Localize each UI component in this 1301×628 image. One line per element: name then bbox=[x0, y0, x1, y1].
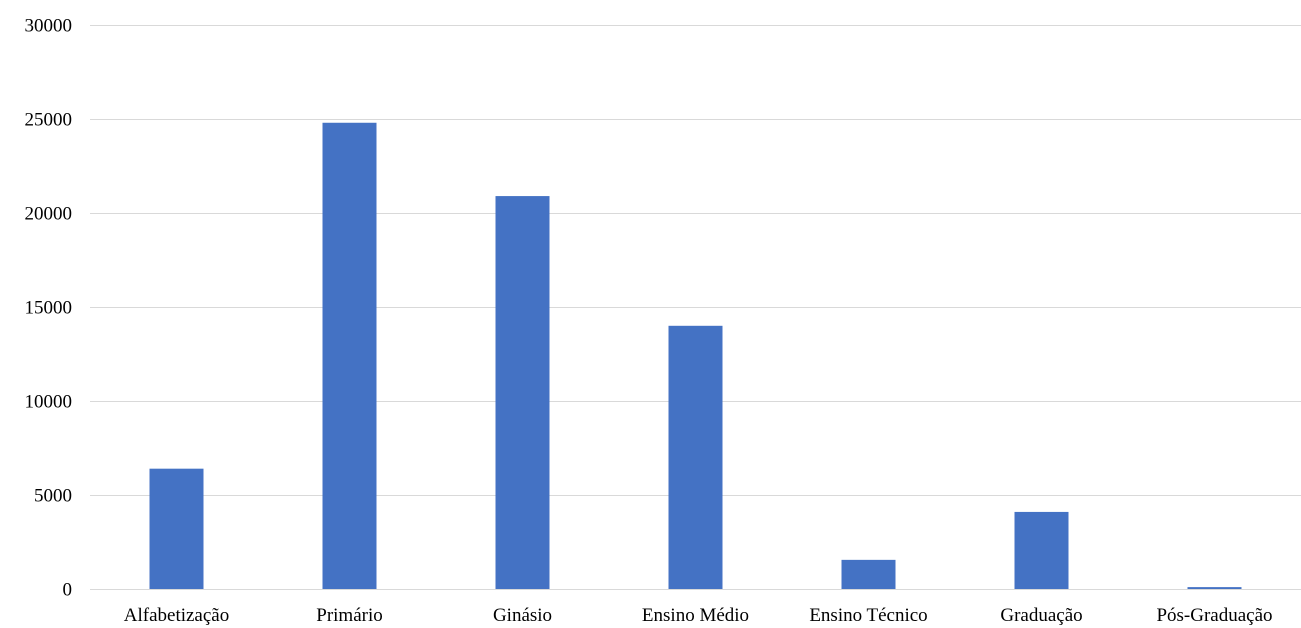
y-tick-label: 25000 bbox=[25, 110, 73, 131]
y-tick-label: 0 bbox=[63, 580, 73, 601]
y-tick-label: 30000 bbox=[25, 16, 73, 37]
x-tick-label: Ensino Técnico bbox=[809, 605, 927, 626]
y-tick-label: 15000 bbox=[25, 298, 73, 319]
bar bbox=[841, 559, 896, 589]
x-tick-label: Alfabetização bbox=[124, 605, 229, 626]
bar bbox=[322, 122, 377, 589]
y-axis-tick-labels: 0 5000 10000 15000 20000 25000 30000 bbox=[25, 16, 73, 601]
bar bbox=[668, 325, 723, 589]
x-tick-label: Pós-Graduação bbox=[1156, 605, 1272, 626]
bars bbox=[149, 122, 1242, 589]
bar bbox=[495, 196, 550, 589]
x-tick-label: Ginásio bbox=[493, 605, 552, 626]
bar bbox=[149, 468, 204, 589]
x-tick-label: Graduação bbox=[1000, 605, 1082, 626]
x-tick-label: Ensino Médio bbox=[642, 605, 749, 626]
y-tick-label: 10000 bbox=[25, 392, 73, 413]
y-tick-label: 20000 bbox=[25, 204, 73, 225]
y-tick-label: 5000 bbox=[34, 486, 72, 507]
bar bbox=[1014, 511, 1069, 589]
x-tick-label: Primário bbox=[316, 605, 383, 626]
x-axis-tick-labels: Alfabetização Primário Ginásio Ensino Médio… bbox=[124, 605, 1273, 626]
bar bbox=[1187, 587, 1242, 589]
